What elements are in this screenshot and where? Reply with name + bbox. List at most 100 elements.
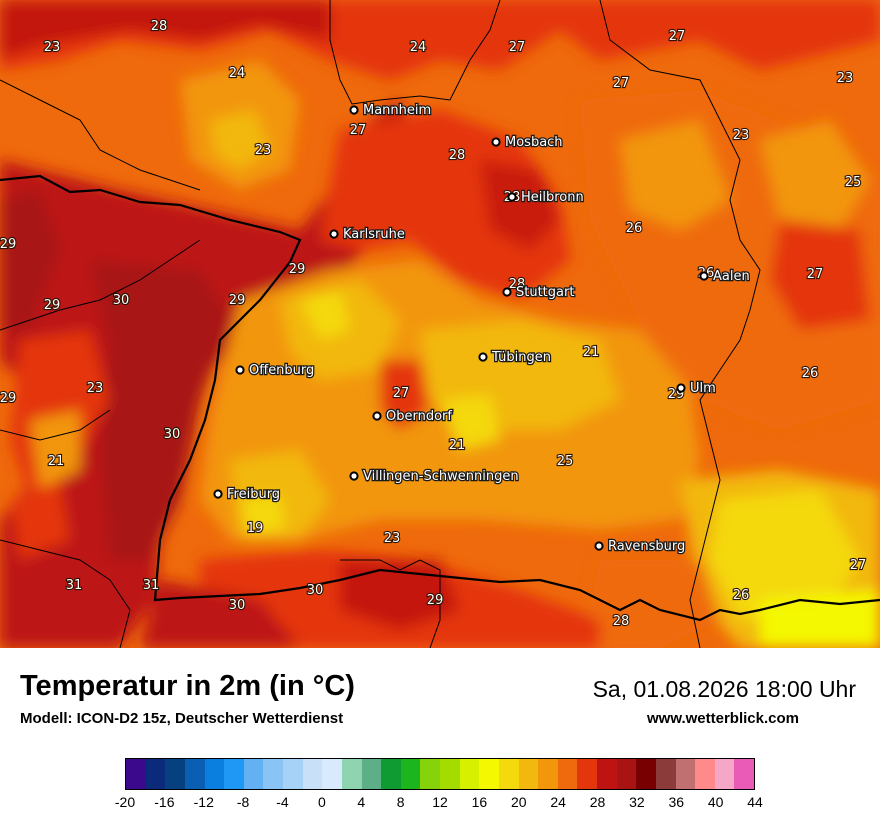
temperature-label: 27 (613, 76, 630, 91)
legend-tick-label: 28 (589, 794, 606, 810)
legend-swatch (714, 759, 735, 789)
temperature-label: 30 (229, 598, 246, 613)
city-dot (372, 411, 382, 421)
legend-swatch (636, 759, 656, 789)
city-dot (235, 365, 245, 375)
legend-swatch (322, 759, 342, 789)
legend-swatch (597, 759, 617, 789)
temperature-label: 30 (307, 583, 324, 598)
legend-swatch (518, 759, 539, 789)
city-label: Ravensburg (608, 539, 685, 554)
city-dot (507, 192, 517, 202)
city-marker[interactable]: Mosbach (491, 134, 564, 151)
temperature-label: 24 (229, 66, 246, 81)
city-marker[interactable]: Ravensburg (594, 538, 687, 555)
legend-swatch (400, 759, 421, 789)
legend-tick-label: -16 (154, 794, 175, 810)
legend-tick-label: 0 (317, 794, 326, 810)
city-dot (699, 271, 709, 281)
legend-tick-label: 40 (707, 794, 724, 810)
legend-swatch (204, 759, 225, 789)
temperature-label: 21 (583, 345, 600, 360)
model-info: Modell: ICON-D2 15z, Deutscher Wetterdie… (20, 710, 344, 727)
legend-swatch (381, 759, 401, 789)
city-label: Mosbach (505, 135, 563, 150)
legend-swatch (283, 759, 303, 789)
legend-swatch (655, 759, 676, 789)
legend-swatch (734, 759, 754, 789)
legend-tick-label: 24 (550, 794, 566, 810)
city-marker[interactable]: Oberndorf (372, 408, 454, 425)
legend-swatch (557, 759, 578, 789)
city-marker[interactable]: Tübingen (478, 349, 552, 366)
legend-tick-label: -8 (236, 794, 250, 810)
temperature-label: 26 (626, 221, 643, 236)
city-dot (349, 471, 359, 481)
temperature-fields (0, 0, 880, 648)
temperature-label: 27 (350, 123, 367, 138)
temperature-label: 28 (449, 148, 466, 163)
legend-tick-label: -12 (193, 794, 214, 810)
city-dot (478, 352, 488, 362)
footer: Temperatur in 2m (in °C) Modell: ICON-D2… (0, 648, 880, 830)
temperature-label: 26 (733, 588, 750, 603)
city-marker[interactable]: Villingen-Schwenningen (349, 468, 520, 485)
temperature-label: 21 (449, 438, 466, 453)
temperature-label: 29 (229, 293, 246, 308)
temperature-label: 30 (164, 427, 181, 442)
temperature-label: 23 (44, 40, 61, 55)
temperature-label: 24 (410, 40, 427, 55)
city-label: Stuttgart (516, 285, 574, 300)
city-marker[interactable]: Mannheim (349, 102, 432, 119)
legend-swatch (616, 759, 637, 789)
forecast-datetime: Sa, 01.08.2026 18:00 Uhr (592, 676, 856, 702)
city-label: Ulm (690, 381, 716, 396)
website-link[interactable]: www.wetterblick.com (647, 710, 799, 727)
legend-swatch (302, 759, 323, 789)
city-marker[interactable]: Karlsruhe (329, 226, 406, 243)
legend-swatch (145, 759, 166, 789)
temperature-label: 23 (837, 71, 854, 86)
city-label: Freiburg (227, 487, 280, 502)
temperature-label: 27 (807, 267, 824, 282)
city-label: Heilbronn (521, 190, 584, 205)
legend-swatch (126, 759, 146, 789)
legend-tick-label: 12 (432, 794, 448, 810)
city-label: Karlsruhe (343, 227, 405, 242)
city-marker[interactable]: Ulm (676, 380, 717, 397)
legend-swatch (479, 759, 499, 789)
legend-swatch (420, 759, 440, 789)
city-label: Mannheim (363, 103, 431, 118)
city-marker[interactable]: Aalen (699, 268, 751, 285)
legend-swatch (341, 759, 362, 789)
city-marker[interactable]: Freiburg (213, 486, 281, 503)
temperature-label: 29 (0, 391, 16, 406)
legend-swatch (263, 759, 283, 789)
legend-tick-label: 4 (357, 794, 366, 810)
legend-swatch (675, 759, 696, 789)
temperature-label: 29 (289, 262, 306, 277)
temperature-label: 23 (87, 381, 104, 396)
temperature-label: 28 (151, 19, 168, 34)
temperature-label: 31 (66, 578, 83, 593)
temperature-label: 28 (509, 277, 526, 292)
legend-tick-labels: -20 -16 -12 -8 -4 0 4 8 12 16 20 24 28 32 36 40 44 (115, 794, 763, 814)
temperature-label: 25 (845, 175, 862, 190)
color-legend (125, 758, 755, 790)
legend-swatch (243, 759, 264, 789)
legend-swatch (459, 759, 480, 789)
temperature-label: 27 (669, 29, 686, 44)
temperature-label: 19 (247, 521, 264, 536)
temperature-label: 27 (509, 40, 526, 55)
legend-swatch (361, 759, 382, 789)
temperature-label: 26 (802, 366, 819, 381)
city-dot (349, 105, 359, 115)
city-dot (676, 383, 686, 393)
city-marker[interactable]: Heilbronn (507, 189, 585, 206)
city-label: Oberndorf (386, 409, 452, 424)
city-marker[interactable]: Offenburg (235, 362, 316, 379)
city-marker[interactable]: Stuttgart (502, 284, 576, 301)
temperature-map[interactable]: 23 28 24 27 27 24 27 23 27 23 23 28 25 28 26 29 29 27 28 26… (0, 0, 880, 648)
city-label: Offenburg (249, 363, 314, 378)
city-dot (329, 229, 339, 239)
